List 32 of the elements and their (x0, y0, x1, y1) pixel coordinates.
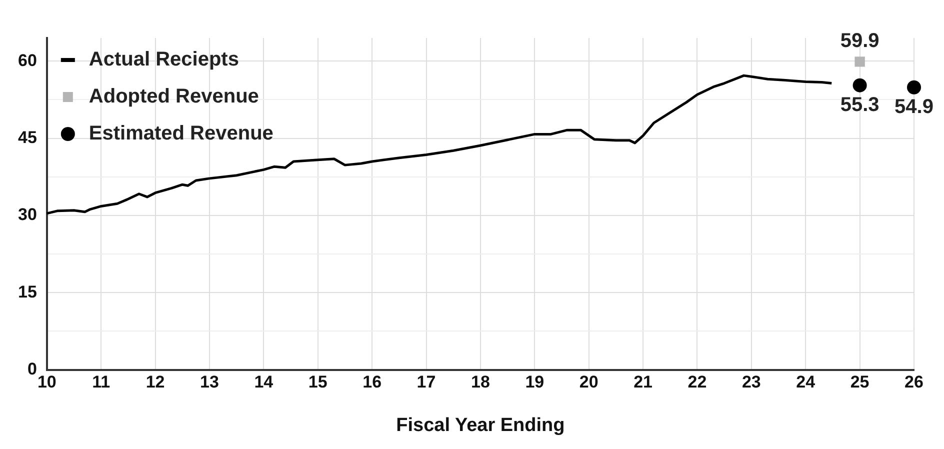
x-tick-label: 22 (688, 372, 707, 392)
x-tick-label: 11 (92, 372, 110, 392)
y-tick-label: 30 (18, 205, 37, 224)
point (854, 56, 865, 67)
point (852, 78, 867, 92)
x-tick-label: 21 (634, 372, 652, 392)
point (907, 80, 921, 94)
y-tick-label: 60 (18, 50, 37, 70)
x-tick-label: 24 (796, 372, 816, 392)
x-tick-label: 19 (525, 372, 544, 392)
y-tick-label: 15 (18, 282, 37, 302)
legend-label: Adopted Revenue (88, 86, 259, 108)
x-tick-label: 26 (904, 372, 924, 392)
x-tick-label: 15 (308, 372, 328, 392)
y-tick-label: 0 (27, 359, 37, 378)
x-tick-label: 13 (200, 372, 219, 392)
y-tick-label: 45 (18, 128, 37, 147)
x-tick-label: 25 (850, 372, 870, 392)
x-tick-label: 23 (742, 372, 761, 392)
x-tick-label: 14 (254, 372, 274, 392)
x-tick-label: 20 (579, 372, 598, 392)
x-tick-label: 17 (416, 372, 436, 392)
x-tick-label: 12 (146, 372, 165, 392)
legend-label: Estimated Revenue (88, 122, 274, 145)
data-label: 59.9 (840, 30, 880, 52)
data-label: 55.3 (840, 94, 880, 116)
data-label: 54.9 (894, 96, 934, 118)
legend-label: Actual Reciepts (88, 48, 239, 71)
x-axis-title: Fiscal Year Ending (396, 414, 565, 436)
x-tick-label: 16 (362, 372, 382, 392)
x-tick-label: 10 (37, 372, 56, 392)
x-tick-label: 18 (470, 372, 490, 392)
